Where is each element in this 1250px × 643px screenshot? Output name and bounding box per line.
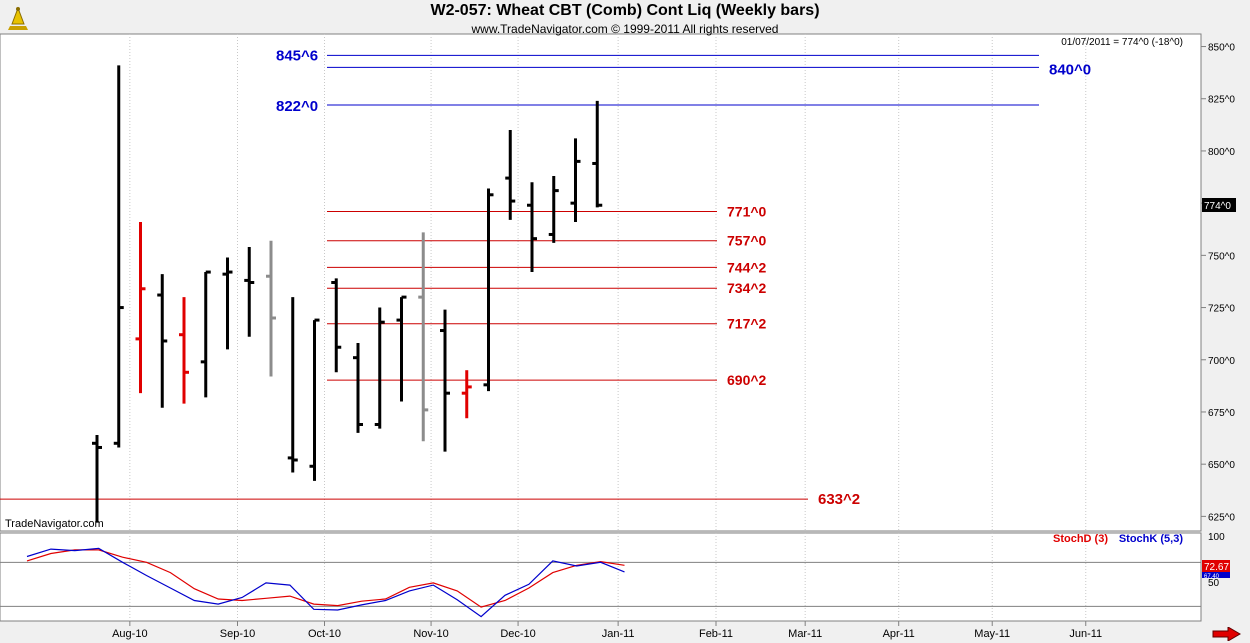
level-lines: 845^6 840^0 822^0 771^0 757^0 744^2 734^2 717^2… (0, 47, 1091, 508)
stochd-legend: StochD (3) (1053, 533, 1108, 545)
ohlc-bar (200, 270, 211, 398)
level-label: 822^0 (276, 98, 318, 115)
level-label: 690^2 (727, 372, 767, 388)
ohlc-bar (505, 130, 516, 220)
x-tick-label: Oct-10 (308, 628, 341, 640)
y-tick-label: 800^0 (1208, 147, 1235, 158)
y-tick-label: 700^0 (1208, 356, 1235, 367)
price-axis: 850^0825^0800^0775^0750^0725^0700^0675^0… (1201, 43, 1235, 523)
x-tick-label: Nov-10 (413, 628, 448, 640)
x-tick-label: May-11 (974, 628, 1010, 640)
ohlc-bar (157, 274, 168, 408)
ohlc-bar (570, 138, 581, 222)
stochk-value: 67.40 (1204, 574, 1220, 580)
level-label: 717^2 (727, 316, 767, 332)
chart-title: W2-057: Wheat CBT (Comb) Cont Liq (Weekl… (430, 2, 820, 19)
stoch-axis-50: 50 (1208, 578, 1220, 589)
ohlc-bar (309, 318, 320, 481)
stochk-legend: StochK (5,3) (1119, 533, 1184, 545)
last-price-label: 774^0 (1204, 201, 1231, 212)
watermark: TradeNavigator.com (5, 518, 104, 530)
level-label: 840^0 (1049, 61, 1091, 78)
ohlc-bar (331, 278, 342, 373)
level-label: 633^2 (818, 491, 860, 508)
x-tick-label: Sep-10 (220, 628, 255, 640)
ohlc-bar (266, 240, 276, 377)
x-tick-label: Mar-11 (788, 628, 822, 640)
x-tick-label: Apr-11 (883, 628, 915, 640)
ohlc-bar (418, 232, 429, 442)
ohlc-bar (461, 370, 472, 419)
ohlc-bar (179, 297, 189, 404)
y-tick-label: 750^0 (1208, 251, 1235, 262)
ohlc-bar (353, 343, 363, 433)
date-axis: Aug-10 Sep-10 Oct-10 Nov-10 Dec-10 Jan-11 Feb-… (112, 621, 1102, 640)
stoch-axis-100: 100 (1208, 532, 1225, 543)
y-tick-label: 725^0 (1208, 304, 1235, 315)
ohlc-bar (135, 221, 146, 394)
y-tick-label: 675^0 (1208, 408, 1235, 419)
stoch-series-line (26, 549, 625, 608)
ohlc-bar (287, 297, 298, 473)
x-tick-label: Feb-11 (699, 628, 733, 640)
stochd-value: 72.67 (1204, 562, 1229, 573)
y-tick-label: 825^0 (1208, 95, 1235, 106)
price-panel (0, 33, 1202, 532)
scroll-right-arrow-icon[interactable] (1212, 627, 1242, 641)
price-bars (92, 65, 603, 523)
level-label: 734^2 (727, 280, 767, 296)
x-tick-label: Dec-10 (500, 628, 535, 640)
x-tick-label: Aug-10 (112, 628, 147, 640)
stochd-value-tag (1202, 560, 1230, 572)
level-label: 757^0 (727, 233, 767, 249)
y-tick-label: 850^0 (1208, 43, 1235, 54)
ohlc-bar (440, 309, 450, 452)
trade-navigator-logo-icon[interactable] (4, 4, 32, 34)
level-label: 744^2 (727, 259, 767, 275)
level-label: 771^0 (727, 204, 767, 220)
ohlc-bar (374, 307, 385, 429)
price-readout: 01/07/2011 = 774^0 (-18^0) (1061, 37, 1183, 48)
x-tick-label: Jan-11 (602, 628, 635, 640)
ohlc-bar (113, 65, 124, 448)
ohlc-bar (396, 295, 407, 402)
ohlc-bar (244, 247, 255, 337)
ohlc-bar (92, 434, 102, 523)
price-vertical-grid (129, 34, 1087, 531)
ohlc-bar (527, 182, 537, 273)
y-tick-label: 650^0 (1208, 460, 1235, 471)
chart-subtitle: www.TradeNavigator.com © 1999-2011 All r… (471, 22, 779, 36)
ohlc-bar (592, 100, 603, 208)
ohlc-bar (222, 257, 233, 350)
ohlc-bar (548, 176, 559, 243)
x-tick-label: Jun-11 (1069, 628, 1102, 640)
stoch-lines (26, 547, 625, 618)
y-tick-label: 625^0 (1208, 512, 1235, 523)
stoch-series-line (26, 547, 625, 618)
stoch-panel (0, 532, 1202, 622)
last-price-tag (1202, 198, 1236, 212)
stochk-value-tag (1202, 572, 1230, 578)
level-label: 845^6 (276, 47, 318, 64)
ohlc-bar (483, 188, 494, 392)
